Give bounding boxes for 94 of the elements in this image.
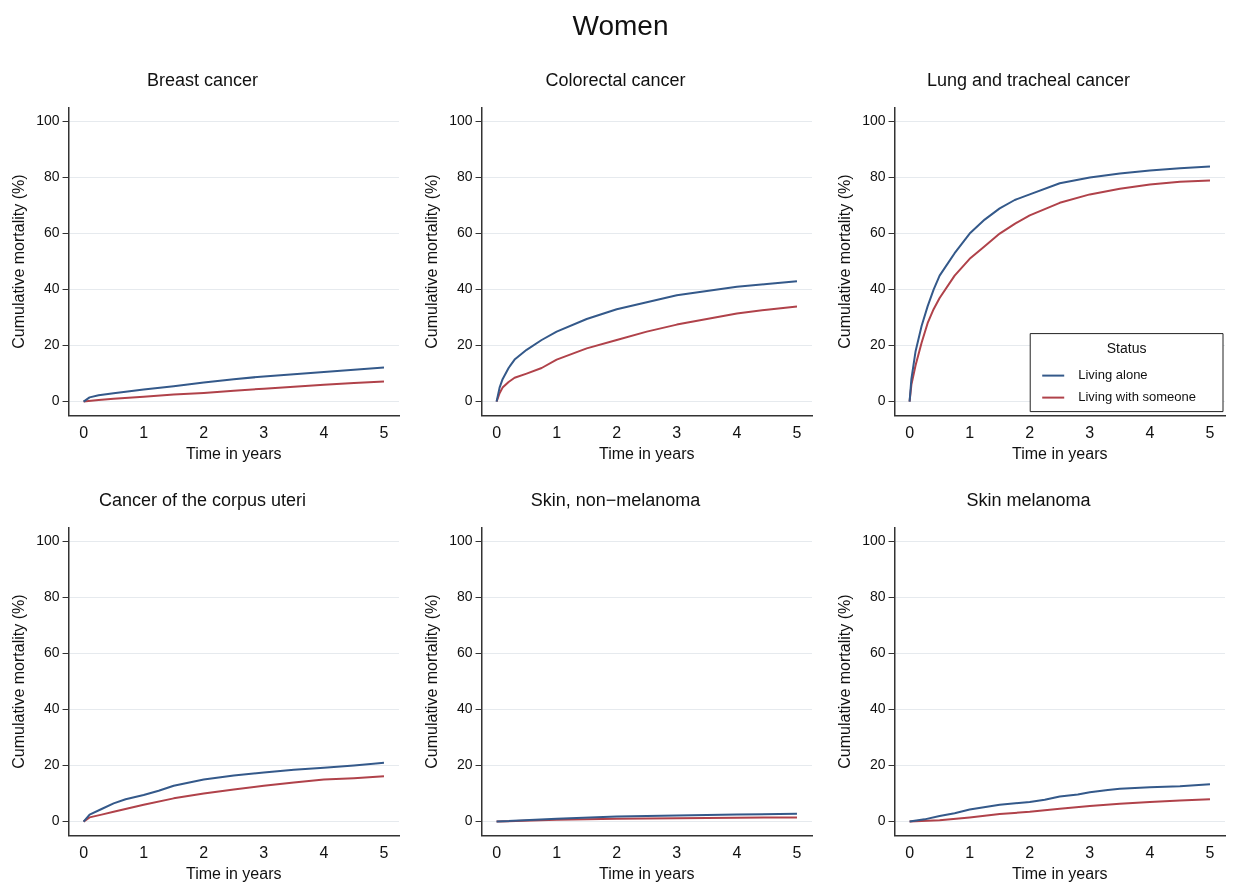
x-axis-title: Time in years: [186, 864, 282, 882]
x-tick-label: 3: [259, 843, 269, 861]
x-axis-title: Time in years: [599, 444, 695, 462]
x-tick-label: 4: [732, 423, 742, 441]
y-tick-label: 60: [43, 224, 60, 241]
y-tick-label: 100: [862, 532, 886, 549]
x-tick-label: 1: [965, 843, 975, 861]
x-tick-label: 3: [1085, 423, 1095, 441]
legend-label: Living alone: [1078, 367, 1148, 383]
y-tick-label: 20: [869, 336, 886, 353]
x-tick-label: 4: [732, 843, 742, 861]
x-tick-label: 0: [79, 843, 89, 861]
y-axis-title: Cumulative mortality (%): [836, 594, 854, 769]
y-tick-label: 60: [43, 644, 60, 661]
x-tick-label: 1: [139, 843, 149, 861]
y-axis-title: Cumulative mortality (%): [836, 174, 854, 349]
y-tick-label: 40: [43, 700, 60, 717]
legend-title: Status: [1106, 340, 1147, 357]
y-tick-label: 80: [456, 168, 473, 185]
x-tick-label: 3: [672, 843, 682, 861]
y-tick-label: 100: [449, 112, 473, 129]
y-tick-label: 60: [869, 224, 886, 241]
y-tick-label: 40: [456, 280, 473, 297]
chart-title: Cancer of the corpus uteri: [98, 489, 307, 510]
y-axis-title: Cumulative mortality (%): [10, 594, 28, 769]
y-tick-label: 100: [862, 112, 886, 129]
y-tick-label: 40: [43, 280, 60, 297]
x-axis-title: Time in years: [186, 444, 282, 462]
x-tick-label: 2: [1025, 843, 1035, 861]
y-tick-label: 60: [456, 644, 473, 661]
y-tick-label: 100: [449, 532, 473, 549]
x-tick-label: 0: [905, 423, 915, 441]
x-tick-label: 5: [792, 423, 802, 441]
x-axis-title: Time in years: [599, 864, 695, 882]
y-tick-label: 80: [869, 588, 886, 605]
y-tick-label: 0: [464, 812, 473, 829]
chart-title: Lung and tracheal cancer: [926, 69, 1131, 90]
chart-title: Colorectal cancer: [545, 69, 686, 90]
y-tick-label: 60: [456, 224, 473, 241]
chart-title: Breast cancer: [146, 69, 259, 90]
x-tick-label: 5: [379, 423, 389, 441]
x-tick-label: 2: [612, 423, 622, 441]
y-tick-label: 20: [43, 756, 60, 773]
y-tick-label: 20: [869, 756, 886, 773]
y-tick-label: 40: [456, 700, 473, 717]
x-tick-label: 4: [319, 843, 329, 861]
x-tick-label: 3: [259, 423, 269, 441]
y-tick-label: 60: [869, 644, 886, 661]
y-tick-label: 80: [456, 588, 473, 605]
x-tick-label: 0: [492, 423, 502, 441]
x-tick-label: 2: [612, 843, 622, 861]
x-tick-label: 5: [1205, 423, 1215, 441]
x-tick-label: 2: [199, 843, 209, 861]
y-tick-label: 40: [869, 280, 886, 297]
x-tick-label: 1: [139, 423, 149, 441]
y-axis-title: Cumulative mortality (%): [423, 594, 441, 769]
x-axis-title: Time in years: [1012, 864, 1108, 882]
y-tick-label: 0: [464, 392, 473, 409]
y-tick-label: 20: [43, 336, 60, 353]
y-tick-label: 100: [36, 112, 60, 129]
y-tick-label: 40: [869, 700, 886, 717]
x-tick-label: 2: [1025, 423, 1035, 441]
y-tick-label: 0: [877, 812, 886, 829]
y-tick-label: 0: [877, 392, 886, 409]
y-tick-label: 80: [869, 168, 886, 185]
x-tick-label: 0: [905, 843, 915, 861]
y-tick-label: 20: [456, 336, 473, 353]
x-tick-label: 2: [199, 423, 209, 441]
x-tick-label: 5: [1205, 843, 1215, 861]
x-tick-label: 0: [79, 423, 89, 441]
x-tick-label: 5: [792, 843, 802, 861]
x-tick-label: 0: [492, 843, 502, 861]
y-tick-label: 20: [456, 756, 473, 773]
text: Women: [571, 9, 670, 43]
y-tick-label: 0: [51, 392, 60, 409]
legend-label: Living with someone: [1078, 389, 1197, 405]
x-tick-label: 4: [319, 423, 329, 441]
x-tick-label: 5: [379, 843, 389, 861]
x-tick-label: 3: [1085, 843, 1095, 861]
x-tick-label: 1: [552, 843, 562, 861]
y-axis-title: Cumulative mortality (%): [10, 174, 28, 349]
y-tick-label: 80: [43, 168, 60, 185]
x-tick-label: 4: [1145, 423, 1155, 441]
x-tick-label: 1: [965, 423, 975, 441]
y-axis-title: Cumulative mortality (%): [423, 174, 441, 349]
x-tick-label: 1: [552, 423, 562, 441]
y-tick-label: 80: [43, 588, 60, 605]
chart-title: Skin melanoma: [966, 489, 1092, 510]
x-axis-title: Time in years: [1012, 444, 1108, 462]
x-tick-label: 3: [672, 423, 682, 441]
y-tick-label: 100: [36, 532, 60, 549]
y-tick-label: 0: [51, 812, 60, 829]
chart-title: Skin, non−melanoma: [530, 489, 702, 510]
x-tick-label: 4: [1145, 843, 1155, 861]
